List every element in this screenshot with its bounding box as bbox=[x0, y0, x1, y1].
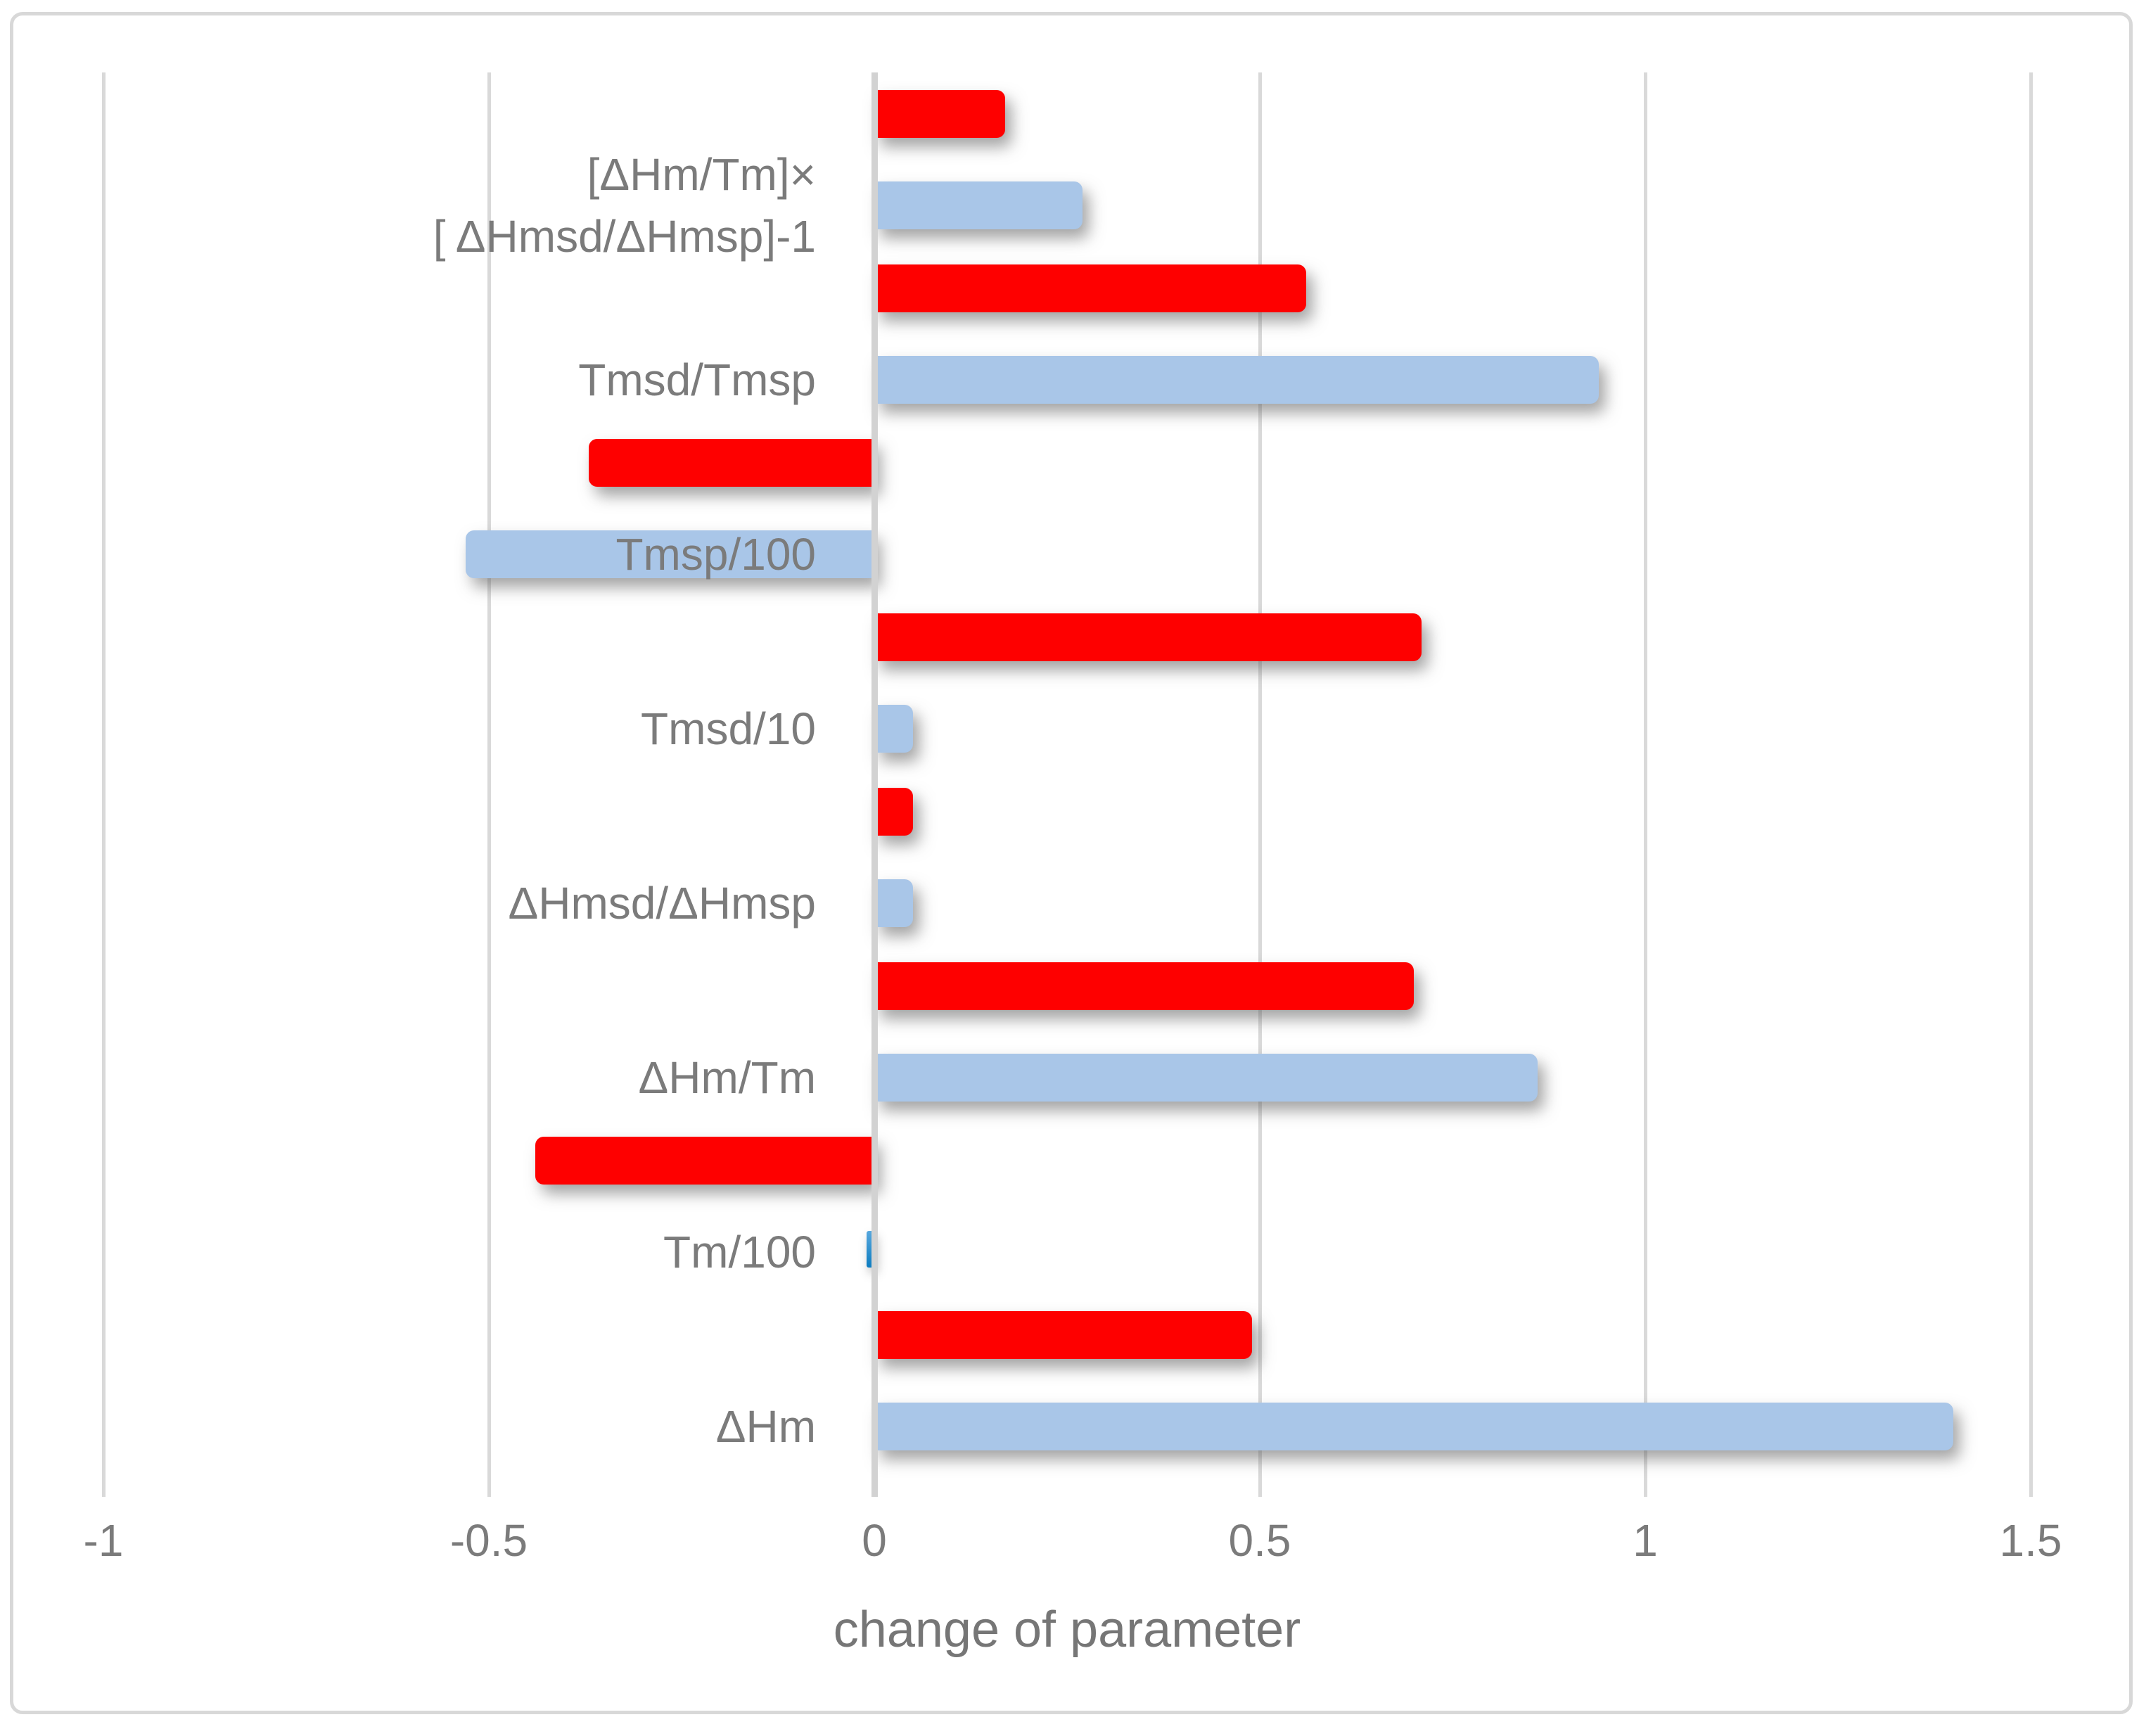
bar-red bbox=[535, 1137, 874, 1185]
x-tick-label: 1 bbox=[1633, 1515, 1658, 1566]
chart-border bbox=[10, 12, 2133, 1714]
bar-blue bbox=[874, 181, 1083, 229]
bar-blue bbox=[867, 1231, 874, 1268]
bar-red bbox=[589, 439, 874, 487]
bar-red bbox=[874, 788, 913, 836]
x-tick-label: 0 bbox=[862, 1515, 887, 1566]
bar-red bbox=[874, 1311, 1253, 1359]
x-tick-label: 1.5 bbox=[1999, 1515, 2062, 1566]
gridline bbox=[2029, 72, 2033, 1497]
gridline bbox=[101, 72, 106, 1497]
x-axis-title: change of parameter bbox=[833, 1602, 1301, 1658]
bar-blue bbox=[874, 356, 1600, 404]
bar-red bbox=[874, 90, 1006, 138]
bar-red bbox=[874, 264, 1306, 312]
bar-blue bbox=[874, 1403, 1954, 1450]
category-label: Tmsd/Tmsp bbox=[578, 355, 816, 405]
bar-blue bbox=[874, 1054, 1538, 1102]
category-label: Tm/100 bbox=[663, 1227, 816, 1277]
category-label: ΔHm bbox=[715, 1401, 816, 1452]
x-tick-label: -1 bbox=[83, 1515, 124, 1566]
gridline bbox=[1258, 72, 1262, 1497]
x-tick-label: -0.5 bbox=[449, 1515, 528, 1566]
zero-axis-line bbox=[871, 72, 878, 1497]
category-label: Tmsp/100 bbox=[615, 529, 816, 580]
category-label: ΔHmsd/ΔHmsp bbox=[508, 878, 816, 928]
gridline bbox=[1643, 72, 1647, 1497]
category-label: ΔHm/Tm bbox=[638, 1052, 816, 1103]
category-label: [ΔHm/Tm]× [ ΔHmsd/ΔHmsp]-1 bbox=[433, 149, 816, 262]
x-tick-label: 0.5 bbox=[1228, 1515, 1291, 1566]
bar-red bbox=[874, 962, 1415, 1010]
bar-blue bbox=[466, 530, 874, 578]
bar-blue bbox=[874, 879, 913, 927]
bar-red bbox=[874, 613, 1422, 661]
gridline bbox=[487, 72, 491, 1497]
category-label: Tmsd/10 bbox=[641, 703, 816, 754]
bar-blue bbox=[874, 705, 913, 753]
